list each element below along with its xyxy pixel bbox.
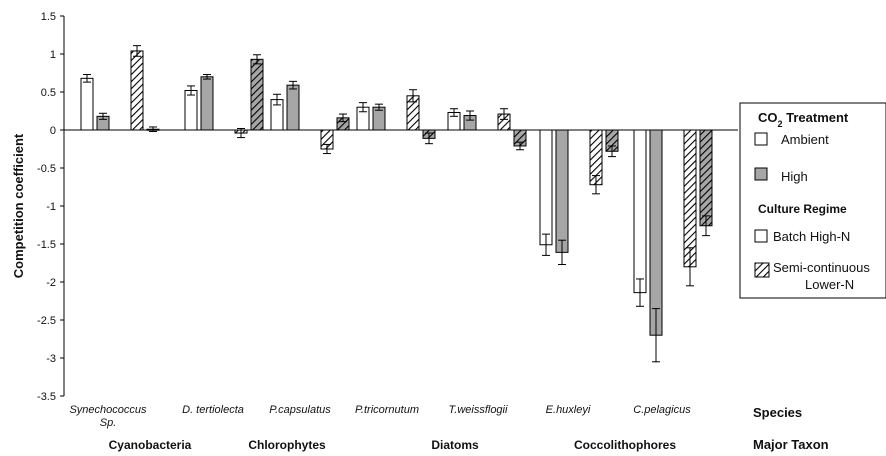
bar (200, 76, 214, 131)
y-tick-label: -1 (46, 201, 56, 213)
species-label: E.huxleyi (546, 404, 591, 416)
y-tick-label: -0.5 (37, 163, 56, 175)
bar (250, 58, 264, 131)
bar (130, 50, 144, 131)
y-tick-label: 1 (50, 49, 56, 61)
y-tick-label: -2 (46, 277, 56, 289)
legend-co2-title: CO2 Treatment (758, 110, 849, 129)
y-tick-label: 0 (50, 125, 56, 137)
legend-high-swatch (754, 167, 768, 181)
bar (683, 129, 697, 268)
species-label: Sp. (100, 417, 117, 429)
legend-culture-title: Culture Regime (758, 202, 847, 216)
taxon-label: Chlorophytes (248, 438, 326, 452)
legend: CO2 Treatment Ambient High Culture Regim… (739, 102, 886, 299)
y-axis-label: Competition coefficient (11, 133, 26, 278)
bars (80, 45, 713, 363)
y-tick-label: -1.5 (37, 239, 56, 251)
bar (649, 129, 663, 336)
legend-high-label: High (781, 169, 808, 184)
y-axis: 1.5 1 0.5 0 -0.5 -1 -1.5 -2 -2.5 -3 -3.5 (37, 11, 738, 403)
bar (539, 129, 553, 246)
bar (184, 89, 198, 131)
legend-batch-label: Batch High-N (773, 229, 850, 244)
y-tick-label: -2.5 (37, 315, 56, 327)
legend-ambient-swatch (754, 132, 768, 146)
taxon-label: Diatoms (431, 438, 479, 452)
species-label: T.weissflogii (449, 404, 508, 416)
species-label: Synechococcus (69, 404, 147, 416)
taxon-label: Cyanobacteria (109, 438, 192, 452)
legend-semi-swatch (754, 262, 770, 278)
bar (286, 84, 300, 131)
bar (633, 129, 647, 294)
species-label: C.pelagicus (633, 404, 691, 416)
species-row-label: Species (753, 405, 802, 420)
bar (80, 77, 94, 131)
bar (555, 129, 569, 253)
species-label: P.tricornutum (355, 404, 419, 416)
legend-ambient-label: Ambient (781, 132, 829, 147)
y-tick-label: -3 (46, 353, 56, 365)
legend-semi-label-1: Semi-continuous (773, 260, 870, 275)
bar (699, 129, 713, 227)
taxon-row-label: Major Taxon (753, 437, 829, 452)
y-tick-label: 0.5 (41, 87, 56, 99)
species-label: P.capsulatus (269, 404, 331, 416)
taxon-label: Coccolithophores (574, 438, 676, 452)
species-label: D. tertiolecta (182, 404, 244, 416)
legend-batch-swatch (754, 229, 768, 243)
y-tick-label: 1.5 (41, 11, 56, 23)
y-tick-label: -3.5 (37, 391, 56, 403)
legend-semi-label-2: Lower-N (805, 277, 854, 292)
